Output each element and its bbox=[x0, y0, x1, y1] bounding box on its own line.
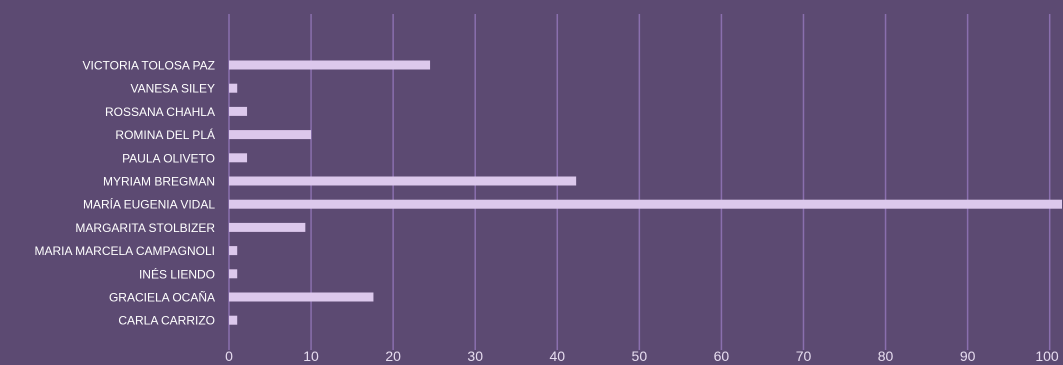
x-tick-label: 70 bbox=[796, 348, 812, 364]
category-label: VANESA SILEY bbox=[131, 82, 216, 96]
x-tick-labels: 0 10 20 30 40 50 60 70 80 90 100 bbox=[225, 348, 1059, 364]
bar bbox=[229, 315, 238, 325]
category-label: MARGARITA STOLBIZER bbox=[75, 221, 215, 235]
x-tick-label: 0 bbox=[225, 348, 233, 364]
bar bbox=[229, 106, 248, 116]
bar bbox=[229, 269, 238, 279]
bar bbox=[229, 83, 238, 93]
bar bbox=[229, 199, 1062, 209]
bars bbox=[229, 60, 1062, 325]
category-label: PAULA OLIVETO bbox=[122, 151, 215, 165]
category-label: CARLA CARRIZO bbox=[118, 314, 215, 328]
category-labels: VICTORIA TOLOSA PAZ VANESA SILEY ROSSANA C… bbox=[35, 59, 216, 328]
category-label: VICTORIA TOLOSA PAZ bbox=[83, 59, 216, 73]
x-tick-label: 80 bbox=[878, 348, 894, 364]
bar bbox=[229, 176, 577, 186]
category-label: MARÍA EUGENIA VIDAL bbox=[83, 197, 215, 212]
x-tick-label: 90 bbox=[960, 348, 976, 364]
bar bbox=[229, 246, 238, 256]
category-label: MARIA MARCELA CAMPAGNOLI bbox=[35, 244, 216, 258]
category-label: MYRIAM BREGMAN bbox=[103, 175, 215, 189]
bar bbox=[229, 222, 306, 232]
x-tick-label: 100 bbox=[1035, 348, 1059, 364]
bar bbox=[229, 153, 248, 163]
x-tick-label: 10 bbox=[303, 348, 319, 364]
bar bbox=[229, 292, 374, 302]
category-label: ROSSANA CHAHLA bbox=[105, 105, 215, 119]
x-tick-label: 20 bbox=[385, 348, 401, 364]
category-label: GRACIELA OCAÑA bbox=[109, 291, 215, 305]
category-label: INÉS LIENDO bbox=[139, 266, 215, 281]
x-tick-label: 40 bbox=[549, 348, 565, 364]
bar bbox=[229, 130, 312, 140]
bar bbox=[229, 60, 431, 70]
x-tick-label: 30 bbox=[467, 348, 483, 364]
x-tick-label: 50 bbox=[632, 348, 648, 364]
x-tick-label: 60 bbox=[714, 348, 730, 364]
category-label: ROMINA DEL PLÁ bbox=[115, 127, 215, 142]
